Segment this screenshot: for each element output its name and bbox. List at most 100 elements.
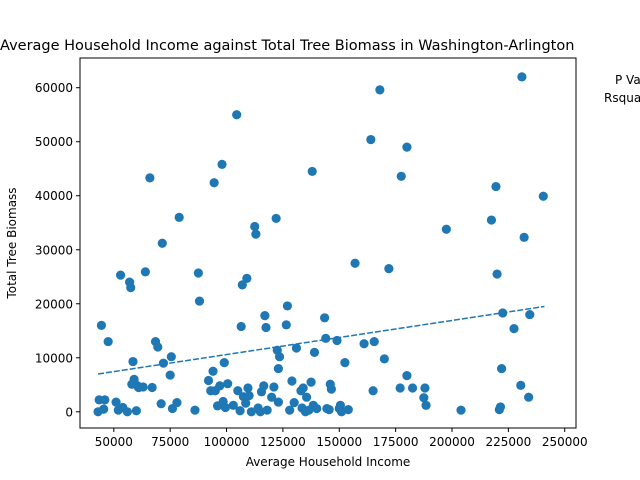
data-point: [285, 405, 295, 415]
data-point: [517, 72, 527, 82]
x-axis-label: Average Household Income: [246, 455, 411, 469]
data-point: [138, 382, 148, 392]
data-point: [350, 258, 360, 268]
data-point: [509, 324, 519, 334]
data-point: [340, 358, 350, 368]
data-point: [215, 381, 225, 391]
data-point: [274, 352, 285, 362]
data-point: [153, 342, 163, 352]
data-point: [309, 347, 320, 357]
data-point: [99, 404, 109, 414]
data-point: [519, 232, 529, 242]
data-point: [103, 336, 113, 347]
data-point: [194, 296, 205, 306]
data-point: [273, 363, 283, 374]
data-point: [237, 280, 247, 290]
data-point: [289, 398, 299, 408]
data-point: [158, 358, 169, 368]
data-point: [166, 352, 176, 362]
data-point: [126, 282, 136, 293]
data-point: [491, 181, 501, 192]
data-point: [250, 221, 260, 232]
data-point: [396, 171, 406, 181]
x-tick-label: 50000: [95, 435, 133, 449]
data-point: [193, 268, 203, 278]
data-point: [219, 358, 229, 368]
stats-annotations: P Value Rsquared: [604, 73, 640, 105]
data-point: [375, 85, 385, 95]
y-tick-label: 20000: [35, 297, 73, 311]
data-point: [395, 383, 405, 393]
data-point: [407, 383, 418, 393]
y-tick-label: 10000: [35, 351, 73, 365]
x-tick-label: 125000: [260, 435, 306, 449]
data-point: [223, 379, 233, 389]
trend-line: [97, 305, 545, 375]
data-point: [259, 381, 269, 391]
data-point: [233, 386, 243, 396]
x-tick-label: 150000: [316, 435, 362, 449]
data-point: [326, 384, 336, 394]
data-point: [298, 383, 308, 393]
data-point: [232, 110, 242, 120]
data-point: [368, 386, 378, 396]
data-point: [122, 407, 132, 417]
chart-title: Average Household Income against Total T…: [0, 38, 574, 54]
data-point: [262, 405, 272, 415]
data-point: [241, 398, 251, 408]
data-point: [244, 390, 254, 401]
data-point: [312, 403, 322, 414]
data-point: [128, 356, 138, 367]
data-point: [260, 311, 270, 321]
data-point: [281, 320, 291, 330]
data-point: [379, 354, 389, 364]
data-point: [324, 405, 334, 415]
data-point: [140, 267, 150, 277]
data-point: [525, 309, 535, 320]
x-tick-label: 200000: [429, 435, 475, 449]
data-point: [456, 405, 466, 415]
data-point: [343, 405, 353, 415]
data-point: [208, 366, 218, 376]
data-point: [291, 343, 302, 353]
data-point: [359, 339, 369, 349]
data-point: [217, 159, 227, 170]
data-point: [145, 173, 155, 183]
data-point: [100, 395, 110, 405]
data-point: [402, 371, 412, 381]
data-point: [306, 377, 316, 387]
x-tick-label: 100000: [204, 435, 250, 449]
y-tick-label: 60000: [35, 81, 73, 95]
data-point: [246, 407, 256, 417]
data-point: [307, 166, 317, 177]
data-point: [271, 213, 281, 224]
data-point: [384, 264, 394, 274]
data-point: [516, 380, 526, 390]
data-point: [156, 399, 166, 409]
data-point: [261, 322, 271, 333]
data-point: [242, 273, 252, 283]
data-point: [243, 383, 253, 393]
data-point: [131, 406, 141, 416]
y-axis-label: Total Tree Biomass: [5, 187, 19, 299]
data-point: [220, 402, 231, 413]
x-axis: 50000 75000 100000 125000 150000 175000 200000…: [95, 428, 588, 449]
data-point: [251, 229, 261, 239]
data-point: [190, 405, 200, 415]
data-point: [269, 382, 279, 392]
data-point: [524, 392, 534, 402]
data-point: [267, 392, 277, 402]
data-point: [492, 269, 502, 279]
data-point: [203, 375, 214, 386]
data-point: [174, 212, 184, 222]
data-point: [486, 215, 497, 225]
y-tick-label: 50000: [35, 135, 73, 149]
data-point: [111, 397, 121, 407]
y-tick-label: 40000: [35, 189, 73, 203]
x-tick-label: 250000: [542, 435, 588, 449]
data-point: [320, 313, 330, 323]
x-tick-label: 225000: [485, 435, 531, 449]
data-point: [441, 224, 451, 234]
data-point: [369, 336, 379, 347]
y-tick-label: 30000: [35, 243, 73, 257]
